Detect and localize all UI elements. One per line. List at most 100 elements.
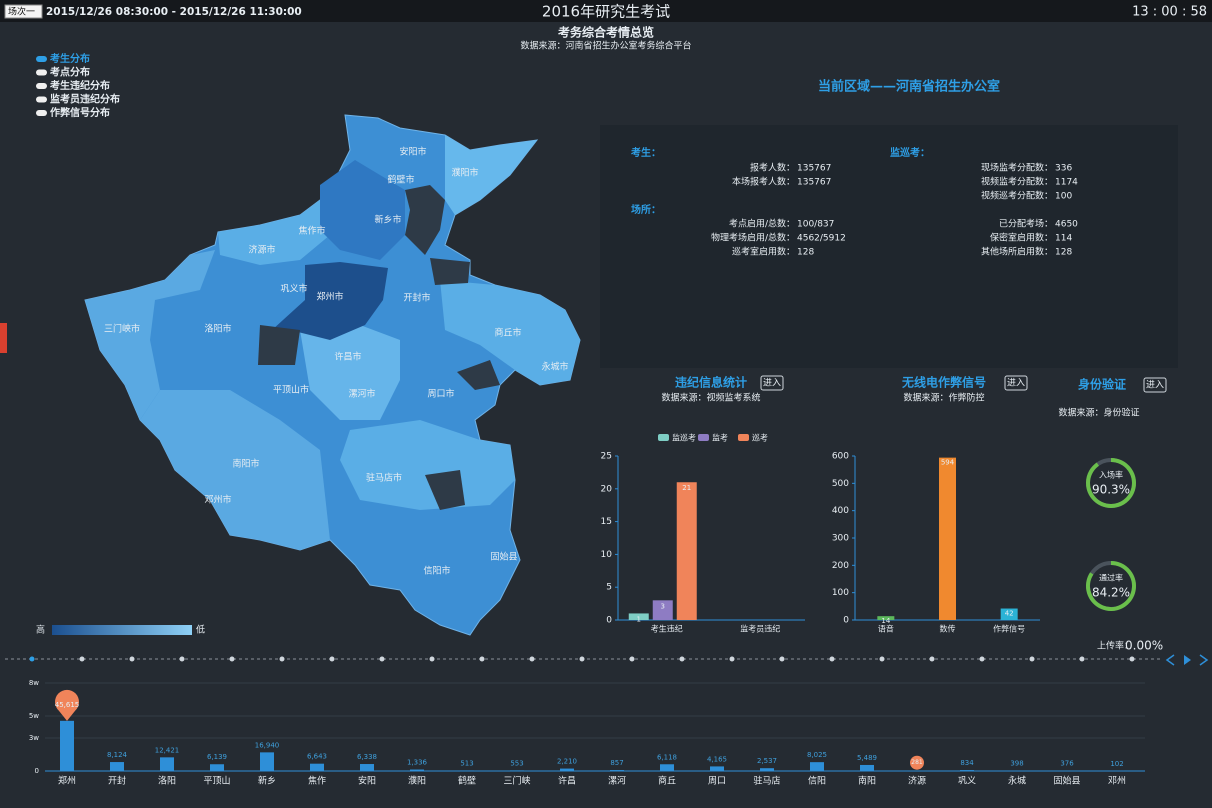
region-label[interactable]: 周口市 (427, 388, 454, 400)
x-tick-label: 漯河 (608, 775, 626, 787)
region-label[interactable]: 商丘市 (494, 327, 521, 339)
timeline-dot[interactable] (379, 656, 385, 662)
bar-value-label: 594 (941, 459, 955, 467)
timeline-dot[interactable] (779, 656, 785, 662)
region-label[interactable]: 郑州市 (316, 291, 343, 303)
side-tab[interactable] (0, 323, 7, 353)
region-shape (430, 258, 470, 285)
region-label[interactable]: 安阳市 (399, 146, 426, 158)
bar (1000, 608, 1018, 620)
region-label[interactable]: 新乡市 (374, 214, 401, 226)
region-label[interactable]: 永城市 (541, 361, 568, 373)
region-label[interactable]: 濮阳市 (451, 167, 478, 179)
stat-label: 巡考室启用数： (732, 246, 795, 258)
timeline-dot[interactable] (729, 656, 735, 662)
menu-bullet[interactable] (36, 56, 47, 62)
region-label[interactable]: 邓州市 (204, 494, 231, 506)
menu-bullet[interactable] (36, 69, 47, 76)
stats-heading: 监巡考： (890, 146, 930, 159)
region-shape (272, 262, 388, 340)
menu-item[interactable]: 考点分布 (50, 66, 90, 79)
bar-value-label: 1 (637, 615, 641, 623)
stat-value: 4650 (1055, 220, 1078, 230)
timeline-dot[interactable] (979, 656, 985, 662)
region-label[interactable]: 信阳市 (423, 565, 450, 577)
bar-value-label: 3 (661, 602, 665, 610)
timeline-dot[interactable] (79, 656, 85, 662)
stats-panel (600, 125, 1178, 368)
timeline-dot[interactable] (329, 656, 335, 662)
region-label[interactable]: 三门峡市 (104, 323, 140, 335)
panel-title: 身份验证 (1078, 377, 1126, 392)
x-tick-label: 永城 (1008, 775, 1026, 787)
bar-value-label: 8,025 (807, 751, 827, 759)
legend-swatch (738, 434, 749, 441)
enter-button[interactable] (760, 375, 784, 391)
timeline-dot[interactable] (429, 656, 435, 662)
region-label[interactable]: 焦作市 (298, 225, 325, 237)
region-label[interactable]: 济源市 (248, 244, 275, 256)
bar-value-label: 6,118 (657, 753, 677, 761)
y-tick-label: 0 (606, 616, 612, 626)
timeline-dot[interactable] (529, 656, 535, 662)
region-label[interactable]: 漯河市 (348, 388, 375, 400)
header-bar (0, 0, 1212, 22)
enter-button-label[interactable]: 进入 (763, 378, 781, 389)
timeline-dot[interactable] (929, 656, 935, 662)
region-label[interactable]: 鹤壁市 (387, 174, 414, 186)
menu-item[interactable]: 作弊信号分布 (50, 106, 110, 119)
timeline-dot[interactable] (579, 656, 585, 662)
time-range: 2015/12/26 08:30:00 - 2015/12/26 11:30:0… (46, 6, 302, 18)
timeline-dot[interactable] (679, 656, 685, 662)
map (84, 114, 581, 636)
menu-item[interactable]: 考生分布 (50, 52, 90, 65)
timeline-dot[interactable] (1079, 656, 1085, 662)
region-label[interactable]: 驻马店市 (366, 472, 402, 484)
region-shape (445, 135, 537, 215)
menu-bullet[interactable] (36, 83, 47, 89)
menu-item[interactable]: 考生违纪分布 (50, 79, 110, 92)
enter-button[interactable] (1143, 377, 1167, 393)
timeline-dot[interactable] (179, 656, 185, 662)
bar-value-label: 12,421 (155, 746, 180, 754)
region-label[interactable]: 许昌市 (334, 351, 361, 363)
menu-item[interactable]: 监考员违纪分布 (50, 93, 120, 106)
timeline-dot[interactable] (879, 656, 885, 662)
stats-heading: 考生： (631, 146, 661, 159)
timeline-prev[interactable] (1165, 654, 1175, 666)
timeline-dot[interactable] (1029, 656, 1035, 662)
timeline-dot[interactable] (829, 656, 835, 662)
bar (210, 764, 224, 771)
enter-button-label[interactable]: 进入 (1007, 378, 1025, 389)
session-select[interactable] (4, 4, 43, 19)
region-label[interactable]: 南阳市 (232, 458, 259, 470)
timeline-dot[interactable] (279, 656, 285, 662)
menu-bullet[interactable] (36, 110, 47, 116)
bar (560, 768, 574, 771)
timeline-dot[interactable] (29, 656, 35, 662)
enter-button-label[interactable]: 进入 (1146, 380, 1164, 391)
bar (628, 613, 649, 620)
region-label[interactable]: 巩义市 (280, 283, 307, 295)
stats-heading: 场所： (631, 203, 661, 216)
region-label[interactable]: 洛阳市 (204, 323, 231, 335)
menu-bullet[interactable] (36, 96, 47, 103)
overview-title: 考务综合考情总览 (558, 25, 654, 40)
bar (877, 616, 895, 620)
timeline-dot[interactable] (629, 656, 635, 662)
bar-value-label: 6,338 (357, 753, 377, 761)
region-label[interactable]: 平顶山市 (273, 384, 309, 396)
x-tick-label: 商丘 (658, 775, 676, 787)
timeline-dot[interactable] (479, 656, 485, 662)
timeline-play[interactable] (1184, 655, 1191, 665)
x-tick-label: 三门峡 (503, 775, 530, 787)
region-label[interactable]: 固始县 (490, 551, 517, 563)
stat-label: 报考人数： (750, 162, 795, 174)
timeline-next[interactable] (1199, 654, 1209, 666)
timeline-dot[interactable] (129, 656, 135, 662)
timeline-dot[interactable] (229, 656, 235, 662)
region-label[interactable]: 开封市 (403, 292, 430, 304)
enter-button[interactable] (1004, 375, 1028, 391)
bar (410, 769, 424, 771)
timeline-dot[interactable] (1129, 656, 1135, 662)
